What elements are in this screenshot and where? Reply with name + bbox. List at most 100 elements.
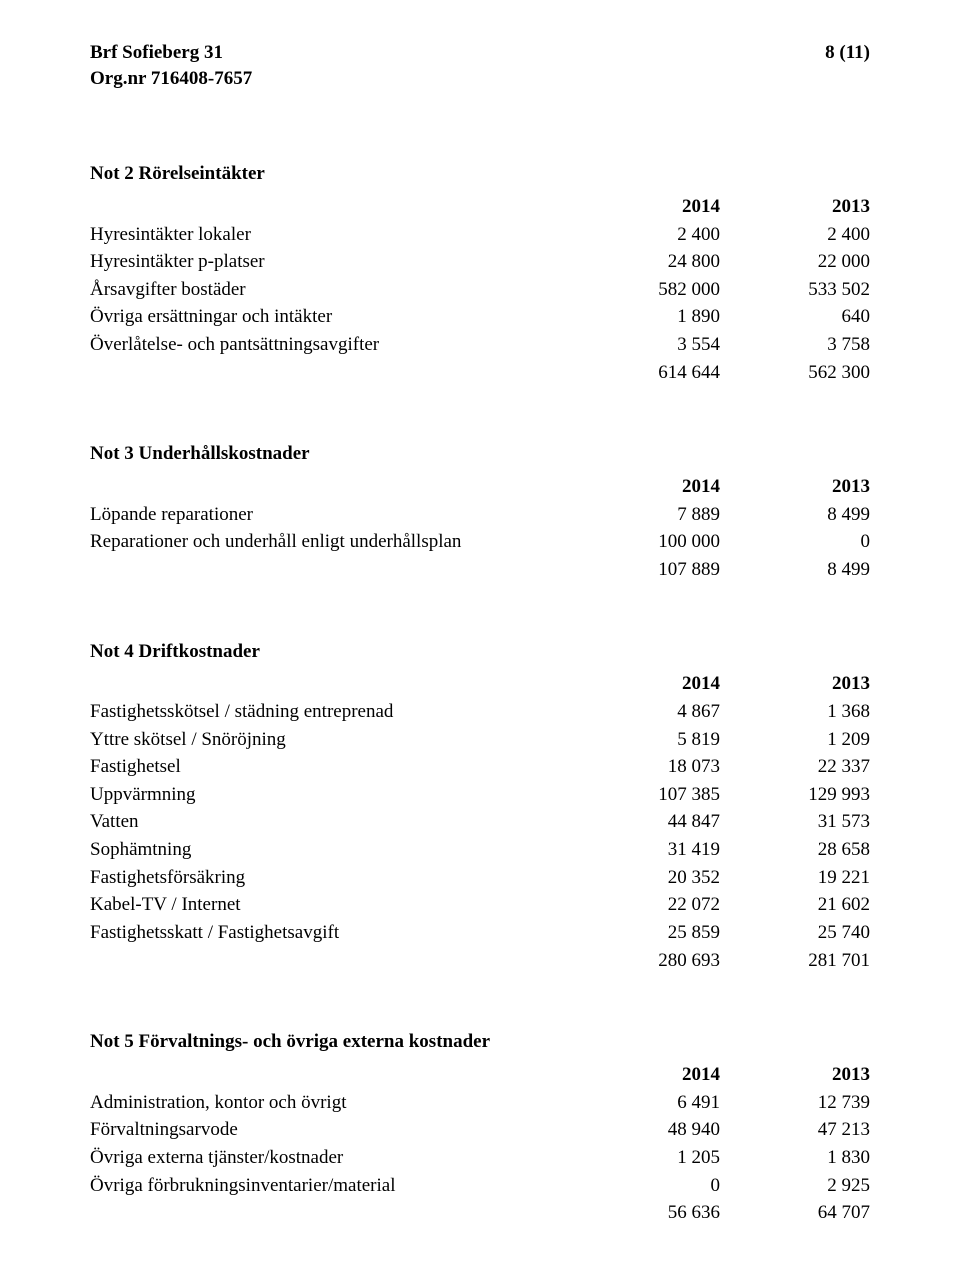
row-label: Årsavgifter bostäder [90, 276, 570, 304]
total-a: 280 693 [570, 947, 720, 975]
row-value-a: 107 385 [570, 781, 720, 809]
section-title: Not 4 Driftkostnader [90, 639, 870, 665]
col-header-b: 2013 [720, 670, 870, 698]
row-label: Reparationer och underhåll enligt underh… [90, 528, 570, 556]
sections-container: Not 2 Rörelseintäkter20142013Hyresintäkt… [90, 161, 870, 1227]
row-value-a: 31 419 [570, 836, 720, 864]
table-row: Kabel-TV / Internet22 07221 602 [90, 891, 870, 919]
row-value-b: 31 573 [720, 808, 870, 836]
table-row: Löpande reparationer7 8898 499 [90, 501, 870, 529]
row-value-a: 0 [570, 1172, 720, 1200]
total-row: 56 63664 707 [90, 1199, 870, 1227]
note-section: Not 5 Förvaltnings- och övriga externa k… [90, 1029, 870, 1226]
table-row: Yttre skötsel / Snöröjning5 8191 209 [90, 726, 870, 754]
table-row: Fastighetsel18 07322 337 [90, 753, 870, 781]
table-row: Hyresintäkter p-platser24 80022 000 [90, 248, 870, 276]
total-row: 614 644562 300 [90, 359, 870, 387]
data-table: 20142013Fastighetsskötsel / städning ent… [90, 670, 870, 974]
table-header-row: 20142013 [90, 193, 870, 221]
col-header-b: 2013 [720, 473, 870, 501]
row-value-a: 7 889 [570, 501, 720, 529]
note-section: Not 3 Underhållskostnader 20142013Löpande… [90, 441, 870, 583]
row-value-a: 18 073 [570, 753, 720, 781]
page-header: Brf Sofieberg 31 Org.nr 716408-7657 8 (1… [90, 40, 870, 91]
col-header-a: 2014 [570, 193, 720, 221]
total-row: 107 8898 499 [90, 556, 870, 584]
table-row: Hyresintäkter lokaler2 4002 400 [90, 221, 870, 249]
header-empty [90, 670, 570, 698]
row-value-b: 0 [720, 528, 870, 556]
row-value-a: 100 000 [570, 528, 720, 556]
row-label: Fastighetsskatt / Fastighetsavgift [90, 919, 570, 947]
row-label: Yttre skötsel / Snöröjning [90, 726, 570, 754]
col-header-a: 2014 [570, 473, 720, 501]
row-value-a: 4 867 [570, 698, 720, 726]
row-value-a: 5 819 [570, 726, 720, 754]
table-row: Administration, kontor och övrigt6 49112… [90, 1089, 870, 1117]
row-value-a: 20 352 [570, 864, 720, 892]
section-title: Not 3 Underhållskostnader [90, 441, 870, 467]
row-value-b: 22 337 [720, 753, 870, 781]
row-value-b: 129 993 [720, 781, 870, 809]
total-row: 280 693281 701 [90, 947, 870, 975]
data-table: 20142013Löpande reparationer7 8898 499Re… [90, 473, 870, 584]
total-empty [90, 359, 570, 387]
row-value-a: 6 491 [570, 1089, 720, 1117]
header-empty [90, 473, 570, 501]
row-value-b: 28 658 [720, 836, 870, 864]
table-header-row: 20142013 [90, 1061, 870, 1089]
table-row: Övriga förbrukningsinventarier/material0… [90, 1172, 870, 1200]
row-value-b: 1 830 [720, 1144, 870, 1172]
table-header-row: 20142013 [90, 670, 870, 698]
row-label: Kabel-TV / Internet [90, 891, 570, 919]
row-value-b: 3 758 [720, 331, 870, 359]
header-empty [90, 193, 570, 221]
row-value-b: 640 [720, 303, 870, 331]
total-b: 8 499 [720, 556, 870, 584]
row-value-a: 582 000 [570, 276, 720, 304]
row-value-b: 2 400 [720, 221, 870, 249]
row-value-b: 2 925 [720, 1172, 870, 1200]
table-header-row: 20142013 [90, 473, 870, 501]
total-b: 64 707 [720, 1199, 870, 1227]
row-label: Administration, kontor och övrigt [90, 1089, 570, 1117]
row-value-b: 21 602 [720, 891, 870, 919]
section-title: Not 5 Förvaltnings- och övriga externa k… [90, 1029, 870, 1055]
col-header-b: 2013 [720, 193, 870, 221]
note-section: Not 4 Driftkostnader20142013Fastighetssk… [90, 639, 870, 975]
table-row: Reparationer och underhåll enligt underh… [90, 528, 870, 556]
row-value-a: 25 859 [570, 919, 720, 947]
total-b: 562 300 [720, 359, 870, 387]
row-value-b: 1 368 [720, 698, 870, 726]
row-label: Fastighetsel [90, 753, 570, 781]
page-number: 8 (11) [825, 40, 870, 66]
table-row: Fastighetsförsäkring20 35219 221 [90, 864, 870, 892]
data-table: 20142013Hyresintäkter lokaler2 4002 400H… [90, 193, 870, 386]
total-empty [90, 947, 570, 975]
row-value-a: 44 847 [570, 808, 720, 836]
table-row: Fastighetsskatt / Fastighetsavgift25 859… [90, 919, 870, 947]
table-row: Sophämtning31 41928 658 [90, 836, 870, 864]
row-label: Hyresintäkter p-platser [90, 248, 570, 276]
total-b: 281 701 [720, 947, 870, 975]
row-value-a: 3 554 [570, 331, 720, 359]
row-value-a: 2 400 [570, 221, 720, 249]
row-value-a: 48 940 [570, 1116, 720, 1144]
row-label: Vatten [90, 808, 570, 836]
table-row: Årsavgifter bostäder582 000533 502 [90, 276, 870, 304]
table-row: Överlåtelse- och pantsättningsavgifter3 … [90, 331, 870, 359]
row-label: Fastighetsskötsel / städning entreprenad [90, 698, 570, 726]
row-label: Förvaltningsarvode [90, 1116, 570, 1144]
row-label: Sophämtning [90, 836, 570, 864]
table-row: Övriga ersättningar och intäkter1 890640 [90, 303, 870, 331]
row-value-b: 19 221 [720, 864, 870, 892]
row-value-b: 12 739 [720, 1089, 870, 1117]
total-a: 56 636 [570, 1199, 720, 1227]
data-table: 20142013Administration, kontor och övrig… [90, 1061, 870, 1227]
row-value-a: 22 072 [570, 891, 720, 919]
row-label: Övriga ersättningar och intäkter [90, 303, 570, 331]
col-header-a: 2014 [570, 1061, 720, 1089]
row-label: Fastighetsförsäkring [90, 864, 570, 892]
row-label: Hyresintäkter lokaler [90, 221, 570, 249]
total-a: 614 644 [570, 359, 720, 387]
